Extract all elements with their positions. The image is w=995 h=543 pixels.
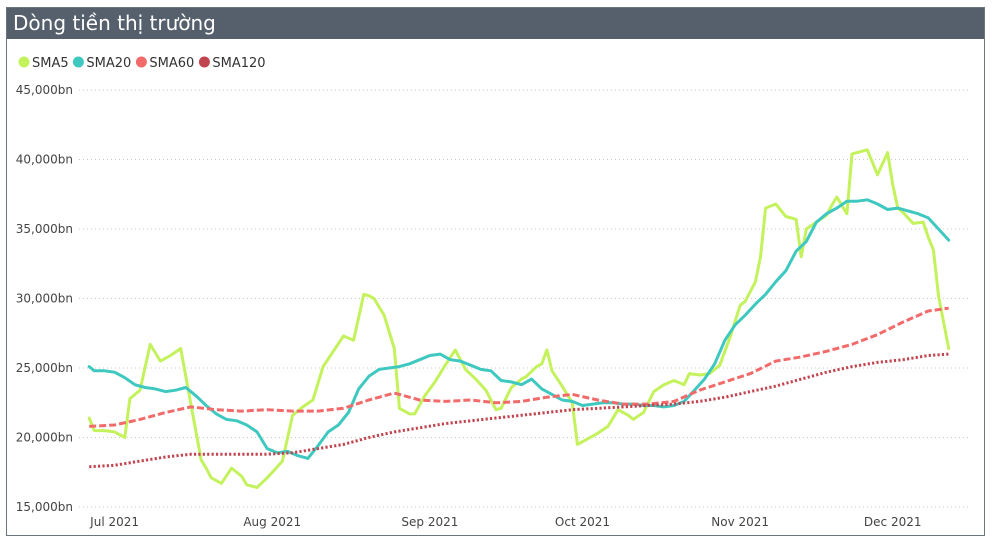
series-lines xyxy=(87,148,951,489)
x-tick-label: Sep 2021 xyxy=(401,515,458,529)
y-tick-label: 40,000bn xyxy=(16,153,73,167)
y-tick-label: 25,000bn xyxy=(16,361,73,375)
x-tick-label: Jul 2021 xyxy=(89,515,139,529)
legend-item-sma20[interactable]: SMA20 xyxy=(72,56,131,71)
chart-card: Dòng tiền thị trường 15,000bn 20,000bn 25,… xyxy=(6,7,985,536)
legend-marker xyxy=(198,56,210,68)
legend-marker xyxy=(135,56,147,68)
chart-title: Dòng tiền thị trường xyxy=(13,11,216,35)
gridlines xyxy=(79,89,969,508)
legend: SMA5 SMA20 SMA60 SMA120 xyxy=(18,56,266,71)
legend-item-sma120[interactable]: SMA120 xyxy=(198,56,266,71)
legend-label: SMA5 xyxy=(32,56,69,71)
legend-marker xyxy=(72,56,84,68)
x-tick-label: Oct 2021 xyxy=(555,515,610,529)
legend-label: SMA20 xyxy=(86,56,131,71)
y-tick-label: 35,000bn xyxy=(16,222,73,236)
legend-marker xyxy=(18,56,30,68)
x-tick-label: Dec 2021 xyxy=(864,515,922,529)
x-axis: Jul 2021 Aug 2021 Sep 2021 Oct 2021 Nov 2021… xyxy=(89,515,921,529)
series-line-sma20 xyxy=(87,198,951,460)
legend-item-sma60[interactable]: SMA60 xyxy=(135,56,194,71)
x-tick-label: Aug 2021 xyxy=(243,515,301,529)
series-line-sma120 xyxy=(89,352,949,469)
y-tick-label: 30,000bn xyxy=(16,292,73,306)
y-tick-label: 20,000bn xyxy=(16,431,73,445)
y-axis: 15,000bn 20,000bn 25,000bn 30,000bn 35,000bn… xyxy=(16,83,73,514)
title-bar: Dòng tiền thị trường xyxy=(7,8,984,39)
y-tick-label: 45,000bn xyxy=(16,83,73,97)
y-tick-label: 15,000bn xyxy=(16,500,73,514)
series-line-sma5 xyxy=(87,148,951,489)
x-tick-label: Nov 2021 xyxy=(711,515,769,529)
legend-label: SMA60 xyxy=(149,56,194,71)
line-chart: 15,000bn 20,000bn 25,000bn 30,000bn 35,000bn… xyxy=(16,56,969,529)
legend-item-sma5[interactable]: SMA5 xyxy=(18,56,69,71)
series-line-sma60 xyxy=(89,306,949,428)
legend-label: SMA120 xyxy=(212,56,265,71)
